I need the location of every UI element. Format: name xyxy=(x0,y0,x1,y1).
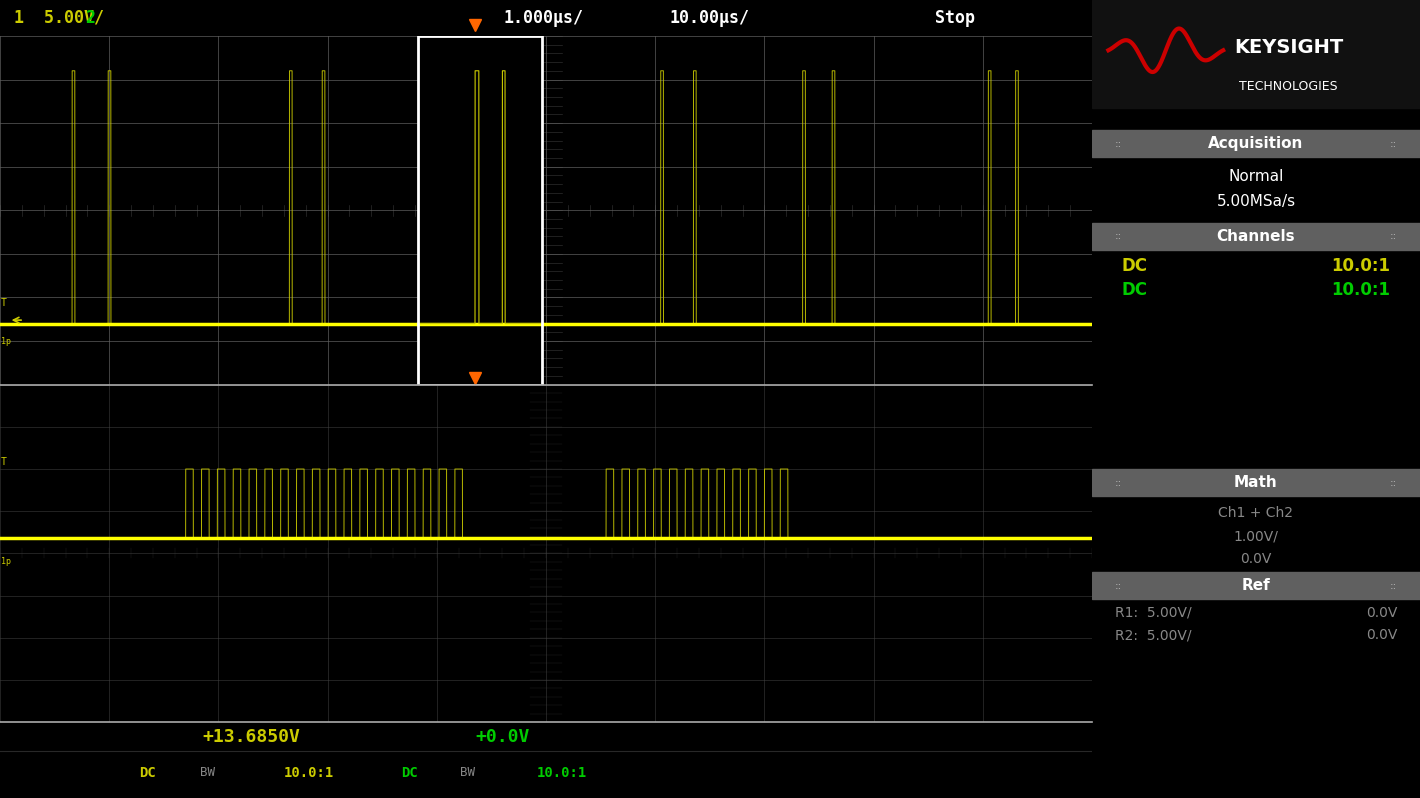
Text: Math: Math xyxy=(1234,476,1278,490)
Bar xyxy=(419,36,541,385)
Bar xyxy=(1092,0,1420,108)
Text: DC: DC xyxy=(1122,282,1147,299)
Text: 2: 2 xyxy=(85,9,95,27)
Bar xyxy=(419,36,541,385)
Text: +13.6850V: +13.6850V xyxy=(202,729,300,746)
Text: 1p: 1p xyxy=(1,557,11,567)
Text: Ref: Ref xyxy=(1241,579,1271,593)
Text: ::: :: xyxy=(1115,478,1122,488)
Text: 1.000μs/: 1.000μs/ xyxy=(504,9,584,27)
Text: ::: :: xyxy=(1115,231,1122,241)
Text: DC: DC xyxy=(139,766,156,780)
Text: 0.0V: 0.0V xyxy=(1240,552,1272,567)
Text: T: T xyxy=(1,298,7,308)
Text: 1p: 1p xyxy=(1,337,11,346)
Text: +0.0V: +0.0V xyxy=(476,729,530,746)
Text: 0.0V: 0.0V xyxy=(1366,606,1397,620)
Text: Normal: Normal xyxy=(1228,169,1284,184)
Bar xyxy=(1092,130,1420,157)
Text: DC: DC xyxy=(400,766,417,780)
Text: Channels: Channels xyxy=(1217,229,1295,243)
Text: 10.0:1: 10.0:1 xyxy=(284,766,334,780)
Text: T: T xyxy=(1,457,7,468)
Text: DC: DC xyxy=(1122,257,1147,275)
Text: 22.1V: 22.1V xyxy=(1262,9,1312,27)
Text: R2:  5.00V/: R2: 5.00V/ xyxy=(1115,628,1191,642)
Text: BW: BW xyxy=(460,767,474,780)
Text: 10.0:1: 10.0:1 xyxy=(537,766,588,780)
Text: 1  5.00V/: 1 5.00V/ xyxy=(14,9,104,27)
Text: R1:  5.00V/: R1: 5.00V/ xyxy=(1115,606,1191,620)
Text: ::: :: xyxy=(1115,581,1122,591)
Text: ::: :: xyxy=(1115,139,1122,148)
Text: 1.00V/: 1.00V/ xyxy=(1234,529,1278,543)
Text: Stop: Stop xyxy=(936,9,976,27)
Text: 10.0:1: 10.0:1 xyxy=(1332,282,1390,299)
Text: KEYSIGHT: KEYSIGHT xyxy=(1234,38,1343,57)
Text: 1: 1 xyxy=(1184,9,1194,27)
Bar xyxy=(1092,469,1420,496)
Text: 5.00MSa/s: 5.00MSa/s xyxy=(1217,194,1295,208)
Text: 10.0:1: 10.0:1 xyxy=(1332,257,1390,275)
Bar xyxy=(1092,223,1420,250)
Text: ::: :: xyxy=(1390,231,1397,241)
Text: 0.0V: 0.0V xyxy=(1366,628,1397,642)
Text: Ch1 + Ch2: Ch1 + Ch2 xyxy=(1218,506,1294,520)
Bar xyxy=(1092,572,1420,599)
Text: TECHNOLOGIES: TECHNOLOGIES xyxy=(1240,80,1338,93)
Text: ƒ: ƒ xyxy=(1109,9,1115,27)
Text: ::: :: xyxy=(1390,581,1397,591)
Text: ::: :: xyxy=(1390,139,1397,148)
Text: ::: :: xyxy=(1390,478,1397,488)
Text: BW: BW xyxy=(200,767,214,780)
Text: 10.00μs/: 10.00μs/ xyxy=(670,9,750,27)
Text: Acquisition: Acquisition xyxy=(1208,136,1304,151)
